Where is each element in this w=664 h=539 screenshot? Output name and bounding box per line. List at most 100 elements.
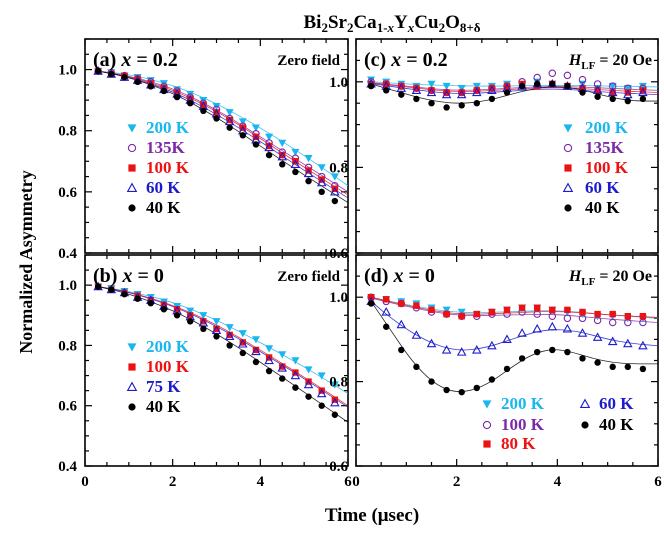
fit-line-200k: [98, 286, 348, 395]
data-point: [548, 69, 557, 77]
data-point: [383, 296, 390, 303]
data-point: [265, 367, 273, 375]
data-point: [428, 306, 435, 314]
legend-marker: [126, 381, 138, 392]
data-point: [549, 80, 556, 88]
data-point: [279, 161, 286, 168]
legend-label: 40 K: [146, 397, 181, 416]
data-point: [251, 124, 260, 132]
data-point: [200, 318, 207, 325]
data-point: [456, 347, 467, 356]
data-point: [549, 306, 556, 314]
legend-label: 60 K: [599, 394, 634, 413]
data-point: [330, 381, 339, 389]
legend-label: 135K: [146, 138, 186, 157]
data-point: [239, 339, 246, 346]
data-point: [428, 87, 435, 94]
legend-label: 80 K: [501, 434, 536, 453]
data-point: [173, 312, 181, 319]
plot-area: [93, 281, 348, 423]
data-point: [563, 71, 572, 80]
data-point: [624, 312, 631, 320]
x-tick-label: 6: [344, 474, 352, 490]
data-point: [577, 328, 588, 337]
field-label: HLF = 20 Oe: [568, 268, 652, 288]
x-axis-label: Time (μsec): [325, 505, 419, 526]
data-point: [518, 355, 526, 362]
data-point: [212, 318, 221, 326]
data-point: [443, 104, 450, 111]
data-point: [200, 325, 207, 333]
data-point: [264, 142, 274, 152]
data-point: [443, 310, 450, 318]
y-tick-label: 0.8: [329, 160, 348, 176]
legend-label: 40 K: [146, 198, 181, 217]
data-point: [213, 325, 220, 333]
data-point: [239, 132, 246, 139]
panel-b: 0 2 4 6 0.4 0.6 0.8 1.0 (b) x = 0 Zero field 200 K…: [58, 254, 352, 490]
data-point: [173, 306, 181, 313]
data-point: [623, 89, 633, 99]
data-point: [213, 333, 220, 340]
data-point: [238, 338, 248, 348]
data-point: [279, 151, 286, 159]
data-point: [579, 355, 586, 362]
legend-label: 100 K: [501, 415, 545, 434]
data-point: [502, 334, 512, 344]
data-point: [147, 300, 154, 307]
data-point: [443, 89, 450, 96]
data-point: [330, 397, 340, 407]
data-point: [251, 346, 261, 356]
data-point: [226, 124, 233, 131]
data-point: [534, 348, 541, 356]
y-tick-label: 0.6: [58, 399, 77, 415]
data-point: [639, 87, 647, 94]
field-label: HLF = 20 Oe: [568, 52, 652, 72]
data-point: [456, 89, 467, 99]
data-point: [473, 100, 480, 107]
data-point: [458, 388, 465, 396]
data-point: [426, 87, 437, 97]
data-point: [398, 82, 405, 90]
data-point: [579, 85, 586, 92]
data-point: [330, 173, 339, 181]
data-point: [239, 349, 246, 357]
data-point: [398, 300, 405, 307]
data-point: [213, 115, 220, 122]
legend-label: 40 K: [599, 415, 634, 434]
data-point: [292, 168, 299, 176]
data-point: [187, 100, 194, 107]
data-point: [291, 148, 300, 157]
data-point: [609, 95, 616, 103]
data-point: [277, 151, 288, 161]
data-point: [638, 87, 648, 97]
data-point: [503, 365, 511, 373]
legend-marker: [482, 400, 492, 409]
panel-label: (a) x = 0.2: [93, 49, 178, 71]
x-tick-label: 4: [554, 474, 562, 490]
data-point: [607, 87, 618, 97]
data-point: [251, 336, 260, 344]
fit-line-40k: [98, 286, 348, 423]
legend-marker: [563, 143, 573, 153]
data-point: [173, 89, 181, 96]
data-point: [279, 363, 286, 370]
data-point: [458, 312, 465, 320]
legend-marker: [483, 440, 491, 448]
data-point: [381, 306, 391, 316]
legend-marker: [564, 204, 572, 212]
data-point: [442, 306, 451, 314]
data-point: [487, 340, 497, 350]
field-label: Zero field: [277, 53, 340, 69]
data-point: [186, 307, 195, 315]
data-point: [457, 85, 466, 93]
y-axis-label: Normalized Asymmetry: [16, 170, 36, 353]
data-point: [147, 83, 154, 90]
figure-title: Bi2Sr2Ca1-xYxCu2O8+δ: [304, 12, 481, 35]
data-point: [304, 366, 313, 374]
legend-label: 75 K: [146, 377, 181, 396]
fit-line-40k: [370, 301, 658, 392]
data-point: [472, 344, 482, 354]
data-point: [303, 379, 314, 389]
